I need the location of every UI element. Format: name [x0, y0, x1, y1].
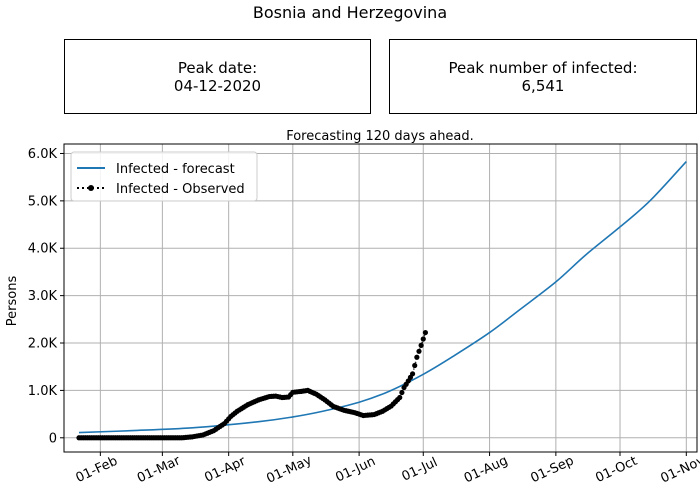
y-tick-label: 5.0K: [28, 194, 58, 209]
observed-point: [397, 394, 403, 401]
legend-observed-marker: [88, 185, 94, 191]
peak-date-label: Peak date:: [177, 58, 258, 77]
observed-point: [420, 336, 426, 342]
observed-point: [418, 342, 424, 348]
series-layer: [76, 160, 687, 441]
y-tick-label: 3.0K: [28, 289, 58, 304]
observed-point: [416, 348, 422, 354]
legend-forecast-label: Infected - forecast: [116, 162, 235, 177]
x-tick-label: 01-Nov: [659, 453, 700, 486]
observed-point: [414, 354, 420, 360]
x-tick-label: 01-May: [264, 453, 314, 487]
legend-observed-label: Infected - Observed: [116, 182, 245, 197]
x-tick-label: 01-Feb: [74, 454, 120, 486]
figure-title: Bosnia and Herzegovina: [252, 3, 448, 22]
observed-point: [409, 371, 416, 377]
legend: Infected - forecast Infected - Observed: [70, 151, 258, 202]
observed-point: [399, 389, 405, 396]
y-tick-label: 1.0K: [28, 384, 58, 399]
peak-date-box: Peak date: 04-12-2020: [64, 39, 371, 114]
forecast-line: [78, 160, 687, 434]
y-axis-label: Persons: [5, 276, 20, 327]
peak-infected-box: Peak number of infected: 6,541: [389, 39, 697, 114]
y-tick-label: 4.0K: [28, 242, 58, 257]
x-tick-label: 01-Oct: [593, 454, 639, 486]
y-tick-label: 0: [49, 431, 57, 446]
observed-point: [412, 362, 418, 369]
observed-point: [422, 329, 429, 336]
x-tick-label: 01-Mar: [135, 453, 183, 486]
y-tick-label: 2.0K: [28, 337, 58, 352]
x-tick-label: 01-Sep: [528, 453, 576, 486]
peak-infected-value: 6,541: [521, 76, 565, 95]
plot-frame: [63, 143, 698, 453]
x-tick-label: 01-Apr: [202, 454, 248, 486]
y-tick-label: 6.0K: [28, 147, 58, 162]
x-tick-label: 01-Jul: [400, 455, 440, 485]
peak-date-value: 04-12-2020: [173, 76, 262, 95]
chart-title: Forecasting 120 days ahead.: [286, 129, 474, 144]
legend-box: [70, 151, 258, 202]
x-tick-label: 01-Aug: [462, 453, 510, 486]
peak-infected-label: Peak number of infected:: [448, 58, 638, 77]
x-tick-label: 01-Jun: [333, 454, 378, 485]
